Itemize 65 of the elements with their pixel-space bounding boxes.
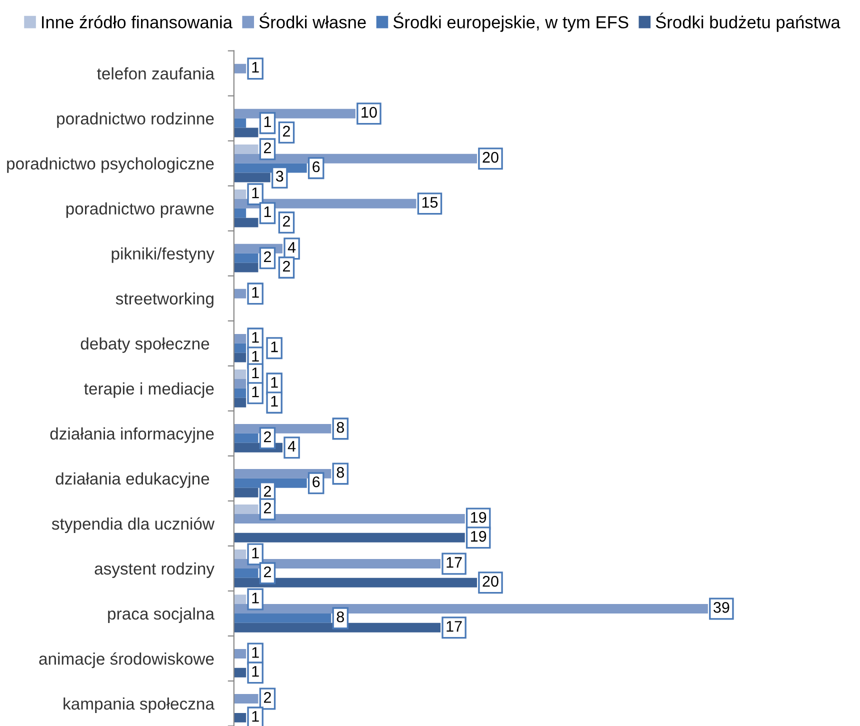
data-label: 20 [482,152,498,163]
y-tick-label: pikniki/festyny [112,247,214,263]
y-tick-label: działania edukacyjne [56,472,210,488]
y-tick-label: praca socjalna [108,607,214,623]
y-tick-label: kampania społeczna [64,697,214,713]
y-tick-label: działania informacyjne [50,427,214,443]
data-label: 1 [252,62,259,73]
data-label: 1 [252,711,259,722]
data-label: 20 [482,576,498,587]
data-label: 1 [271,396,278,407]
data-label: 1 [252,351,259,362]
data-label: 1 [271,342,278,352]
data-label: 1 [252,548,259,558]
y-tick-label: poradnictwo rodzinne [57,112,214,128]
data-label: 3 [276,170,284,182]
legend-label: Środki europejskie, w tym EFS [393,12,628,32]
data-label: 2 [264,502,271,514]
data-label: 2 [264,486,271,497]
data-label: 2 [282,216,290,226]
y-tick-label: animacje środowiskowe [39,652,214,668]
y-tick-label: terapie i mediacje [84,382,214,398]
y-tick-label: stypendia dla uczniów [52,517,215,534]
y-tick-label: telefon zaufania [97,67,214,80]
data-label: 2 [264,251,271,262]
data-label: 8 [336,611,344,622]
data-label: 17 [446,557,462,568]
data-label: 19 [471,512,486,523]
data-label: 1 [271,377,278,388]
data-label: 15 [422,197,438,208]
y-tick-label: poradnictwo prawne [66,202,214,218]
legend-label: Inne źródło finansowania [42,15,232,28]
data-label: 10 [362,106,377,118]
legend-label: Środki własne [259,12,366,28]
data-label: 1 [252,386,259,398]
data-label: 2 [282,126,290,136]
bar [234,118,246,128]
data-label: 19 [471,530,486,542]
bar [234,208,246,218]
y-tick-label: asystent rodziny [94,562,214,578]
data-label: 1 [252,332,259,343]
data-label: 1 [252,287,259,298]
data-label: 1 [252,666,259,677]
legend-label: Środki budżetu państwa [656,12,840,32]
data-label: 6 [312,476,320,488]
data-label: 2 [264,566,271,578]
data-label: 2 [264,692,271,703]
data-label: 4 [288,441,296,452]
data-label: 17 [446,621,462,632]
y-tick-label: poradnictwo psychologiczne [7,157,214,173]
data-label: 8 [336,466,344,478]
data-label: 1 [252,647,259,658]
data-label: 1 [252,188,259,198]
y-tick-label: streetworking [116,292,214,308]
data-label: 1 [252,592,259,604]
data-label: 1 [252,368,259,378]
data-label: 2 [264,431,271,442]
data-label: 8 [336,422,344,433]
data-label: 1 [264,116,271,128]
data-label: 2 [282,260,290,272]
y-tick-label: debaty społeczne [80,337,210,353]
data-label: 4 [288,242,296,253]
data-label: 39 [714,602,730,613]
data-label: 6 [312,161,320,172]
data-label: 2 [264,142,271,154]
data-label: 1 [264,206,271,218]
